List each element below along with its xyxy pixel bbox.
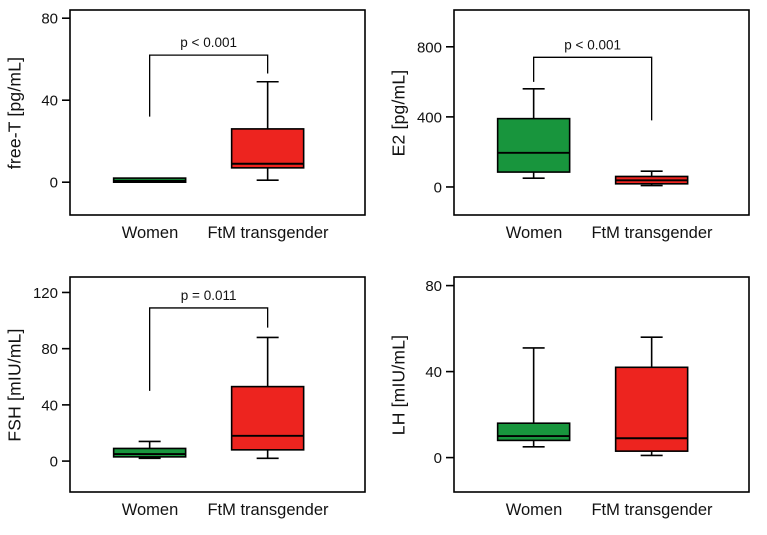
x-category-women: Women bbox=[505, 224, 563, 242]
x-category-women: Women bbox=[505, 501, 563, 519]
boxplot-free-t: 0 40 80 p < 0.001 bbox=[41, 9, 366, 216]
p-value-text: p < 0.001 bbox=[180, 35, 237, 50]
y-tick-label: 80 bbox=[425, 278, 442, 295]
axis-box bbox=[453, 276, 750, 493]
y-tick-label: 120 bbox=[33, 285, 58, 302]
y-tick-label: 800 bbox=[417, 39, 442, 56]
p-value-bracket bbox=[533, 56, 653, 121]
boxplot-fsh: 0 40 80 120 p = 0.011 bbox=[33, 276, 366, 493]
y-tick-label: 0 bbox=[50, 454, 58, 471]
y-tick-label: 0 bbox=[50, 175, 58, 192]
p-value-bracket bbox=[149, 54, 269, 117]
x-category-women: Women bbox=[121, 501, 179, 519]
boxplot-lh: 0 40 80 bbox=[425, 276, 750, 493]
y-tick-label: 40 bbox=[425, 364, 442, 381]
axis-box bbox=[453, 9, 750, 216]
y-tick-label: 80 bbox=[41, 341, 58, 358]
y-tick-label: 0 bbox=[434, 450, 442, 467]
x-category-ftm-transgender: FtM transgender bbox=[207, 501, 329, 519]
box-ftm-transgender bbox=[230, 385, 305, 451]
panel-free-t: free-T [pg/mL] 0 40 80 p < 0.001 Women FtM … bbox=[0, 0, 384, 267]
box-women bbox=[496, 422, 571, 442]
p-value-bracket bbox=[149, 307, 269, 391]
box-ftm-transgender bbox=[614, 366, 689, 452]
y-tick-label: 40 bbox=[41, 93, 58, 110]
axis-box bbox=[69, 276, 366, 493]
box-women bbox=[112, 447, 187, 458]
panel-lh: LH [mIU/mL] 0 40 80 Women FtM transgender bbox=[384, 267, 767, 535]
y-tick-label: 0 bbox=[434, 179, 442, 196]
box-women bbox=[496, 117, 571, 173]
x-category-ftm-transgender: FtM transgender bbox=[591, 224, 713, 242]
panel-e2: E2 [pg/mL] 0 400 800 p < 0.001 Women FtM tr… bbox=[384, 0, 767, 267]
axis-box bbox=[69, 9, 366, 216]
p-value-text: p < 0.001 bbox=[564, 37, 621, 52]
p-value-text: p = 0.011 bbox=[181, 288, 237, 303]
box-ftm-transgender bbox=[230, 128, 305, 169]
y-tick-label: 400 bbox=[417, 109, 442, 126]
x-category-ftm-transgender: FtM transgender bbox=[591, 501, 713, 519]
y-tick-label: 40 bbox=[41, 397, 58, 414]
y-tick-label: 80 bbox=[41, 11, 58, 28]
boxplot-e2: 0 400 800 p < 0.001 bbox=[417, 9, 750, 216]
x-category-ftm-transgender: FtM transgender bbox=[207, 224, 329, 242]
panel-fsh: FSH [mIU/mL] 0 40 80 120 p = 0.011 Women FtM… bbox=[0, 267, 384, 535]
x-category-women: Women bbox=[121, 224, 179, 242]
